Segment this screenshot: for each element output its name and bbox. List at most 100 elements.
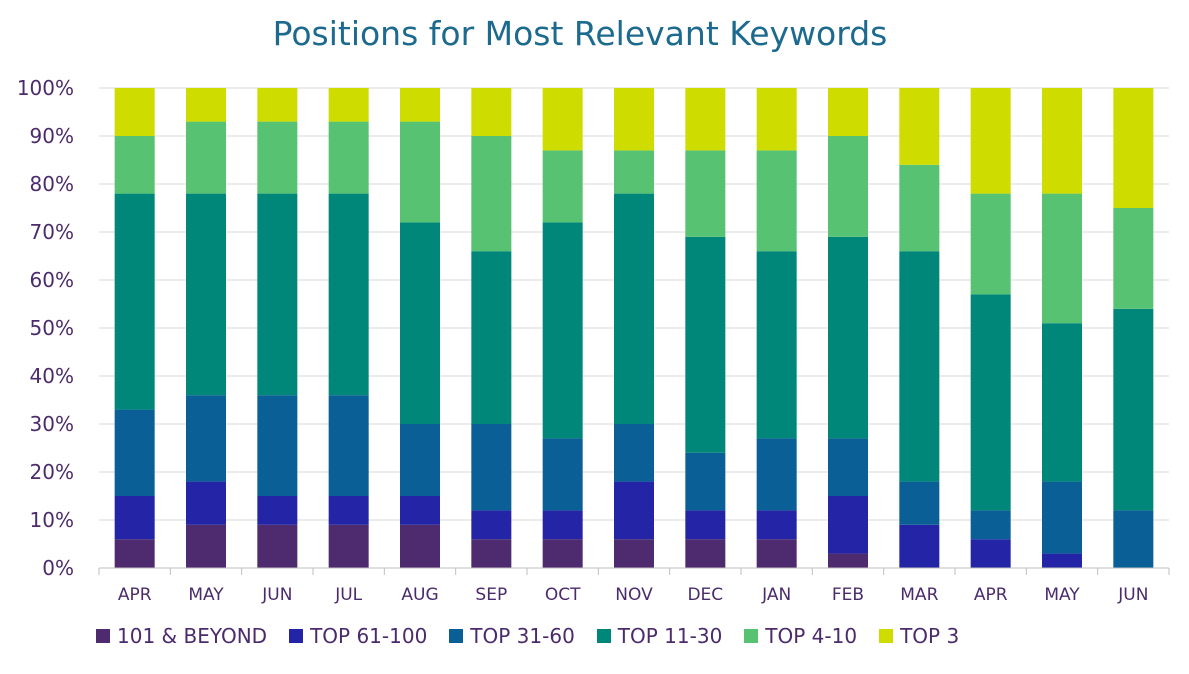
bar-segment [1042,193,1082,324]
bar-segment [471,510,512,540]
bar-segment [899,88,940,165]
bar-segment [970,510,1011,540]
x-tick-label: OCT [545,585,581,605]
bar-segment [970,193,1011,295]
legend-swatch [96,629,110,643]
bar-segment [114,193,155,410]
bar-segment [328,395,369,496]
bar-segment [471,539,512,568]
bar-segment [400,88,440,122]
bar-segment [186,524,226,568]
legend-item: TOP 3 [879,624,959,648]
bar-segment [542,438,583,511]
bar-segment [328,496,369,525]
bar-segment [186,193,226,396]
bar-segment [828,438,868,496]
legend-swatch [289,629,304,643]
bar-segment [614,193,654,424]
bar-segment [542,150,583,223]
legend-swatch [449,629,464,643]
bar-segment [542,539,583,568]
bar-segment [828,236,868,439]
bar-segment [685,452,726,511]
legend-item: TOP 31-60 [449,624,575,648]
bar-segment [899,481,940,525]
bar-segment [400,121,440,223]
bar-segment [257,524,298,568]
legend-swatch [596,629,611,643]
legend-label: 101 & BEYOND [117,624,268,648]
bar-segment [328,193,369,396]
bar-segment [756,150,797,252]
bar-segment [186,395,226,482]
bar-segment [899,251,940,482]
legend-item: TOP 11-30 [596,624,723,648]
x-tick-label: MAY [1044,585,1080,605]
bar-segment [1042,481,1082,554]
bar-segment [328,88,369,122]
bar-segment [114,88,155,136]
bar-segment [114,539,155,568]
bar-segment [614,424,654,482]
bar-segment [114,136,155,194]
legend-item: TOP 4-10 [744,624,857,648]
y-tick-label: 100% [17,76,74,100]
bar-segment [828,136,868,237]
bar-segment [257,496,298,525]
legend-label: TOP 4-10 [765,624,858,648]
bar-segment [471,424,512,511]
bar-segment [614,88,654,151]
bar-segment [828,88,868,136]
bar-segment [400,424,440,496]
bar-segment [114,496,155,540]
bar-segment [1042,553,1082,568]
bar-segment [614,481,654,540]
bar-segment [186,121,226,194]
x-tick-label: MAR [900,585,938,605]
bar-segment [471,136,512,252]
bar-segment [756,510,797,540]
bar-segment [400,524,440,568]
legend-item: 101 & BEYOND [96,624,267,648]
bar-segment [328,524,369,568]
legend-label: TOP 61-100 [310,624,428,648]
y-tick-label: 30% [30,412,74,436]
bar-segment [186,88,226,122]
bar-segment [1113,308,1154,511]
x-tick-label: APR [974,585,1008,605]
bar-segment [1113,208,1154,309]
bar-segment [685,539,726,568]
bar-segment [400,222,440,424]
bar-segment [614,150,654,194]
bar-segment [756,88,797,151]
bar-segment [186,481,226,525]
y-tick-label: 20% [30,460,74,484]
bar-segment [542,88,583,151]
bar-segment [685,236,726,453]
legend-swatch [744,629,759,643]
chart-title: Positions for Most Relevant Keywords [272,14,888,53]
bar-segment [828,496,868,554]
x-tick-label: DEC [687,585,723,605]
bar-segment [328,121,369,194]
bar-segment [542,510,583,540]
legend: 101 & BEYOND TOP 61-100 TOP 31-60 TOP 11-30… [96,624,981,648]
bar-segment [756,539,797,568]
y-tick-label: 40% [30,364,74,388]
x-tick-label: AUG [401,585,438,605]
legend-label: TOP 11-30 [617,624,723,648]
axes: 0% 10% 20% 30% 40% 50% 60% 70% 80% 90% 100% APR MAY J… [17,76,1170,605]
bar-segment [1113,510,1154,568]
bar-segment [756,251,797,439]
bar-segment [685,150,726,237]
bar-segment [970,88,1011,194]
x-tick-label: NOV [615,585,653,605]
bar-segment [114,409,155,496]
bar-segment [899,164,940,252]
bar-segment [828,553,868,568]
bar-segment [257,395,298,496]
bar-segment [685,88,726,151]
x-tick-label: JAN [761,585,791,605]
bar-segment [471,88,512,136]
